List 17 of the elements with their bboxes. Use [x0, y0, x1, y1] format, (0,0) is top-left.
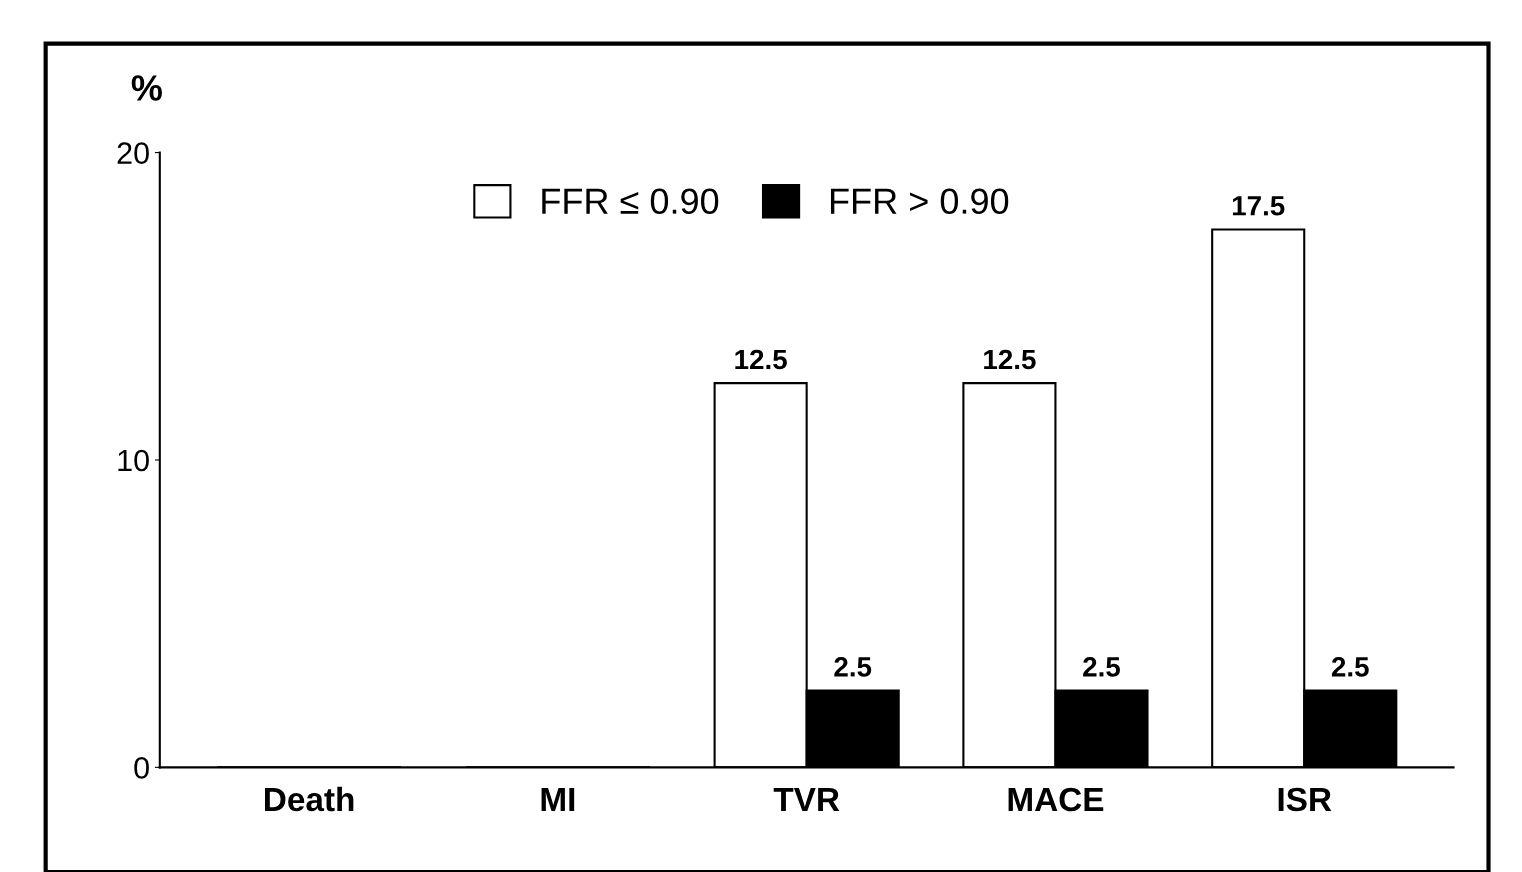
legend-label: FFR > 0.90 [830, 188, 1009, 214]
data-label: 12.5 [735, 349, 787, 370]
y-tick-label: 20 [117, 142, 149, 164]
data-label: 17.5 [1232, 196, 1285, 216]
x-tick-label: MACE [1008, 787, 1104, 812]
legend-label: FFR ≤ 0.90 [542, 188, 719, 214]
x-tick-label: ISR [1278, 787, 1332, 812]
x-tick-label: Death [265, 786, 354, 812]
y-tick-label: 10 [118, 449, 149, 472]
y-tick-label: 0 [134, 757, 149, 779]
data-label: 2.5 [1331, 657, 1369, 677]
y-axis-title: % [131, 75, 162, 101]
x-tick-label: MI [541, 788, 575, 811]
data-label: 12.5 [984, 349, 1036, 370]
data-label: 2.5 [1083, 657, 1121, 677]
data-label: 2.5 [834, 657, 872, 677]
x-tick-label: TVR [773, 788, 840, 811]
